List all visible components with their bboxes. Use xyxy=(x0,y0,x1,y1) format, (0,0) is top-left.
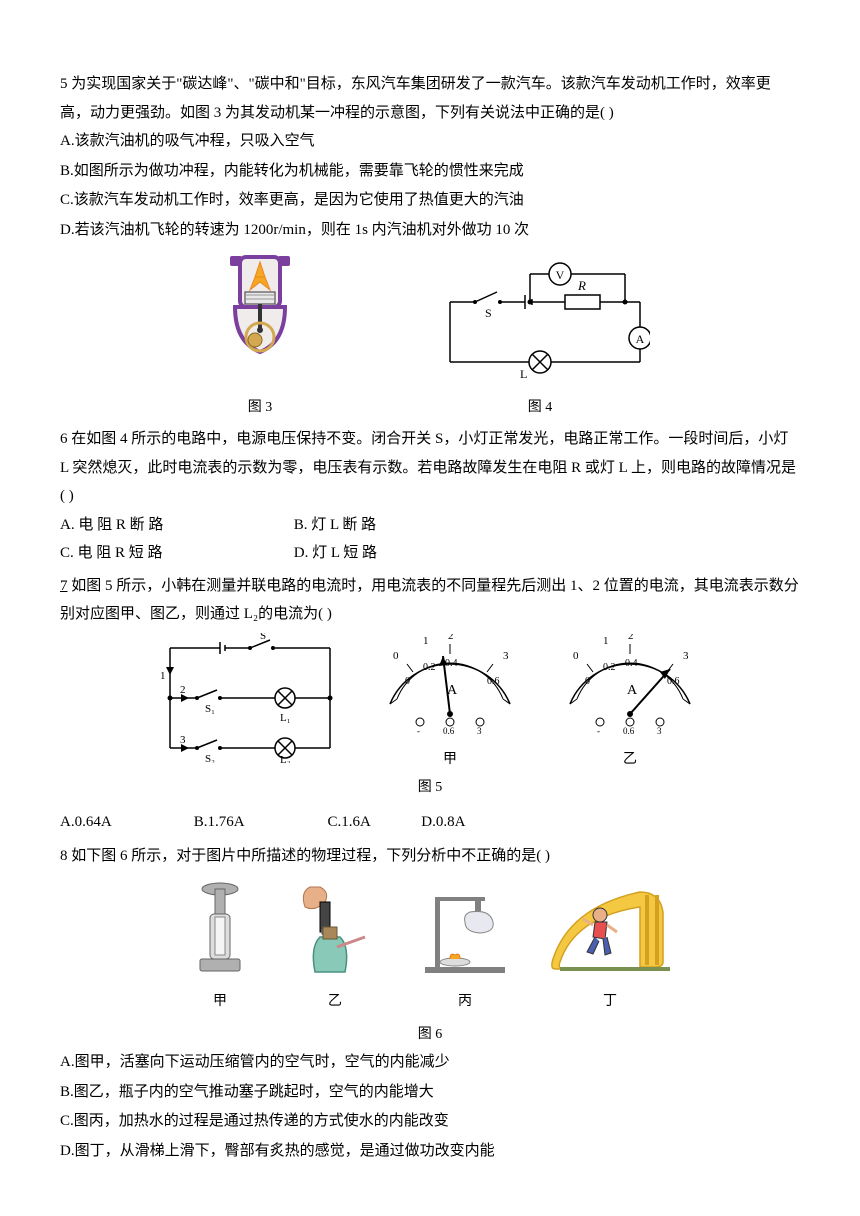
q5-opt-c: C.该款汽车发动机工作时，效率更高，是因为它使用了热值更大的汽油 xyxy=(60,186,800,215)
svg-text:0: 0 xyxy=(585,676,590,687)
fig5-jia-label: 甲 xyxy=(375,747,525,774)
q7-opt-b: B.1.76A xyxy=(194,808,324,837)
svg-text:2: 2 xyxy=(628,634,634,642)
fig6-ding-label: 丁 xyxy=(545,989,675,1016)
figure-row-3-4: 图 3 V S R A xyxy=(60,252,800,421)
engine-figure-icon xyxy=(210,252,310,382)
fig6-jia-icon xyxy=(185,877,255,977)
ammeter-jia-icon: 0 1 2 3 0 0.2 0.4 0.6 A - 0.6 3 xyxy=(375,634,525,734)
svg-text:A: A xyxy=(636,332,645,346)
svg-text:0: 0 xyxy=(573,650,579,662)
svg-text:2: 2 xyxy=(448,634,454,642)
svg-text:3: 3 xyxy=(503,650,509,662)
q8-stem: 8 如下图 6 所示，对于图片中所描述的物理过程，下列分析中不正确的是( ) xyxy=(60,842,800,871)
svg-text:0.4: 0.4 xyxy=(625,658,638,669)
svg-text:L: L xyxy=(520,367,527,381)
svg-text:R: R xyxy=(577,278,586,293)
fig6-label: 图 6 xyxy=(60,1022,800,1049)
q7-opt-d: D.0.8A xyxy=(421,814,465,830)
svg-text:0.2: 0.2 xyxy=(603,662,616,673)
fig6-jia-label: 甲 xyxy=(185,989,255,1016)
q5-opt-b: B.如图所示为做功冲程，内能转化为机械能，需要靠飞轮的惯性来完成 xyxy=(60,157,800,186)
svg-text:A: A xyxy=(627,683,638,698)
svg-text:1: 1 xyxy=(160,670,166,682)
q8-opt-d: D.图丁，从滑梯上滑下，臀部有炙热的感觉，是通过做功改变内能 xyxy=(60,1137,800,1166)
svg-text:L₂: L₂ xyxy=(280,754,291,763)
q7-stem: 7 如图 5 所示，小韩在测量并联电路的电流时，用电流表的不同量程先后测出 1、… xyxy=(60,572,800,629)
figure-6-group: 甲 乙 丙 xyxy=(60,877,800,1016)
fig6-ding-icon xyxy=(545,877,675,977)
q6-stem: 6 在如图 4 所示的电路中，电源电压保持不变。闭合开关 S，小灯正常发光，电路… xyxy=(60,425,800,511)
fig4-label: 图 4 xyxy=(430,395,650,422)
svg-text:S: S xyxy=(485,306,492,320)
svg-text:-: - xyxy=(417,726,420,734)
svg-text:L₁: L₁ xyxy=(280,712,291,724)
q6-opt-d: D. 灯 L 短 路 xyxy=(294,545,377,561)
svg-text:A: A xyxy=(447,683,458,698)
svg-text:S₁: S₁ xyxy=(205,703,215,715)
svg-text:S₂: S₂ xyxy=(205,753,215,763)
fig6-yi-icon xyxy=(285,877,385,977)
ammeter-yi-icon: 0 1 2 3 0 0.2 0.4 0.6 A - 0.6 3 xyxy=(555,634,705,734)
svg-text:0: 0 xyxy=(405,676,410,687)
svg-text:0.6: 0.6 xyxy=(667,676,680,687)
q6-opt-b: B. 灯 L 断 路 xyxy=(294,517,376,533)
fig6-yi-label: 乙 xyxy=(285,989,385,1016)
fig6-bing-icon xyxy=(415,877,515,977)
svg-text:1: 1 xyxy=(423,635,429,647)
parallel-circuit-icon: S 1 2 S₁ L₁ 3 S₂ xyxy=(155,633,345,763)
svg-text:3: 3 xyxy=(477,726,482,734)
svg-text:3: 3 xyxy=(180,734,186,746)
svg-text:0.6: 0.6 xyxy=(443,726,455,734)
svg-text:0.4: 0.4 xyxy=(445,658,458,669)
svg-text:0: 0 xyxy=(393,650,399,662)
svg-text:1: 1 xyxy=(603,635,609,647)
svg-text:S: S xyxy=(260,633,266,642)
fig5-label: 图 5 xyxy=(60,775,800,802)
q6-opt-c: C. 电 阻 R 短 路 xyxy=(60,539,290,568)
svg-text:V: V xyxy=(556,268,565,282)
circuit-figure-icon: V S R A L xyxy=(430,262,650,382)
q8-opt-c: C.图丙，加热水的过程是通过热传递的方式使水的内能改变 xyxy=(60,1107,800,1136)
q5-opt-a: A.该款汽油机的吸气冲程，只吸入空气 xyxy=(60,127,800,156)
figure-5-group: S 1 2 S₁ L₁ 3 S₂ xyxy=(60,633,800,774)
fig5-yi-label: 乙 xyxy=(555,747,705,774)
svg-text:0.6: 0.6 xyxy=(487,676,500,687)
svg-text:0.2: 0.2 xyxy=(423,662,436,673)
q5-opt-d: D.若该汽油机飞轮的转速为 1200r/min，则在 1s 内汽油机对外做功 1… xyxy=(60,216,800,245)
fig6-bing-label: 丙 xyxy=(415,989,515,1016)
q7-opt-a: A.0.64A xyxy=(60,808,190,837)
q8-opt-a: A.图甲，活塞向下运动压缩管内的空气时，空气的内能减少 xyxy=(60,1048,800,1077)
svg-text:3: 3 xyxy=(657,726,662,734)
svg-text:2: 2 xyxy=(180,684,186,696)
q5-stem: 5 为实现国家关于"碳达峰"、"碳中和"目标，东风汽车集团研发了一款汽车。该款汽… xyxy=(60,70,800,127)
svg-text:0.6: 0.6 xyxy=(623,726,635,734)
q6-opt-a: A. 电 阻 R 断 路 xyxy=(60,511,290,540)
svg-text:-: - xyxy=(597,726,600,734)
svg-text:3: 3 xyxy=(683,650,689,662)
q7-opt-c: C.1.6A xyxy=(328,808,418,837)
fig3-label: 图 3 xyxy=(210,395,310,422)
q8-opt-b: B.图乙，瓶子内的空气推动塞子跳起时，空气的内能增大 xyxy=(60,1078,800,1107)
